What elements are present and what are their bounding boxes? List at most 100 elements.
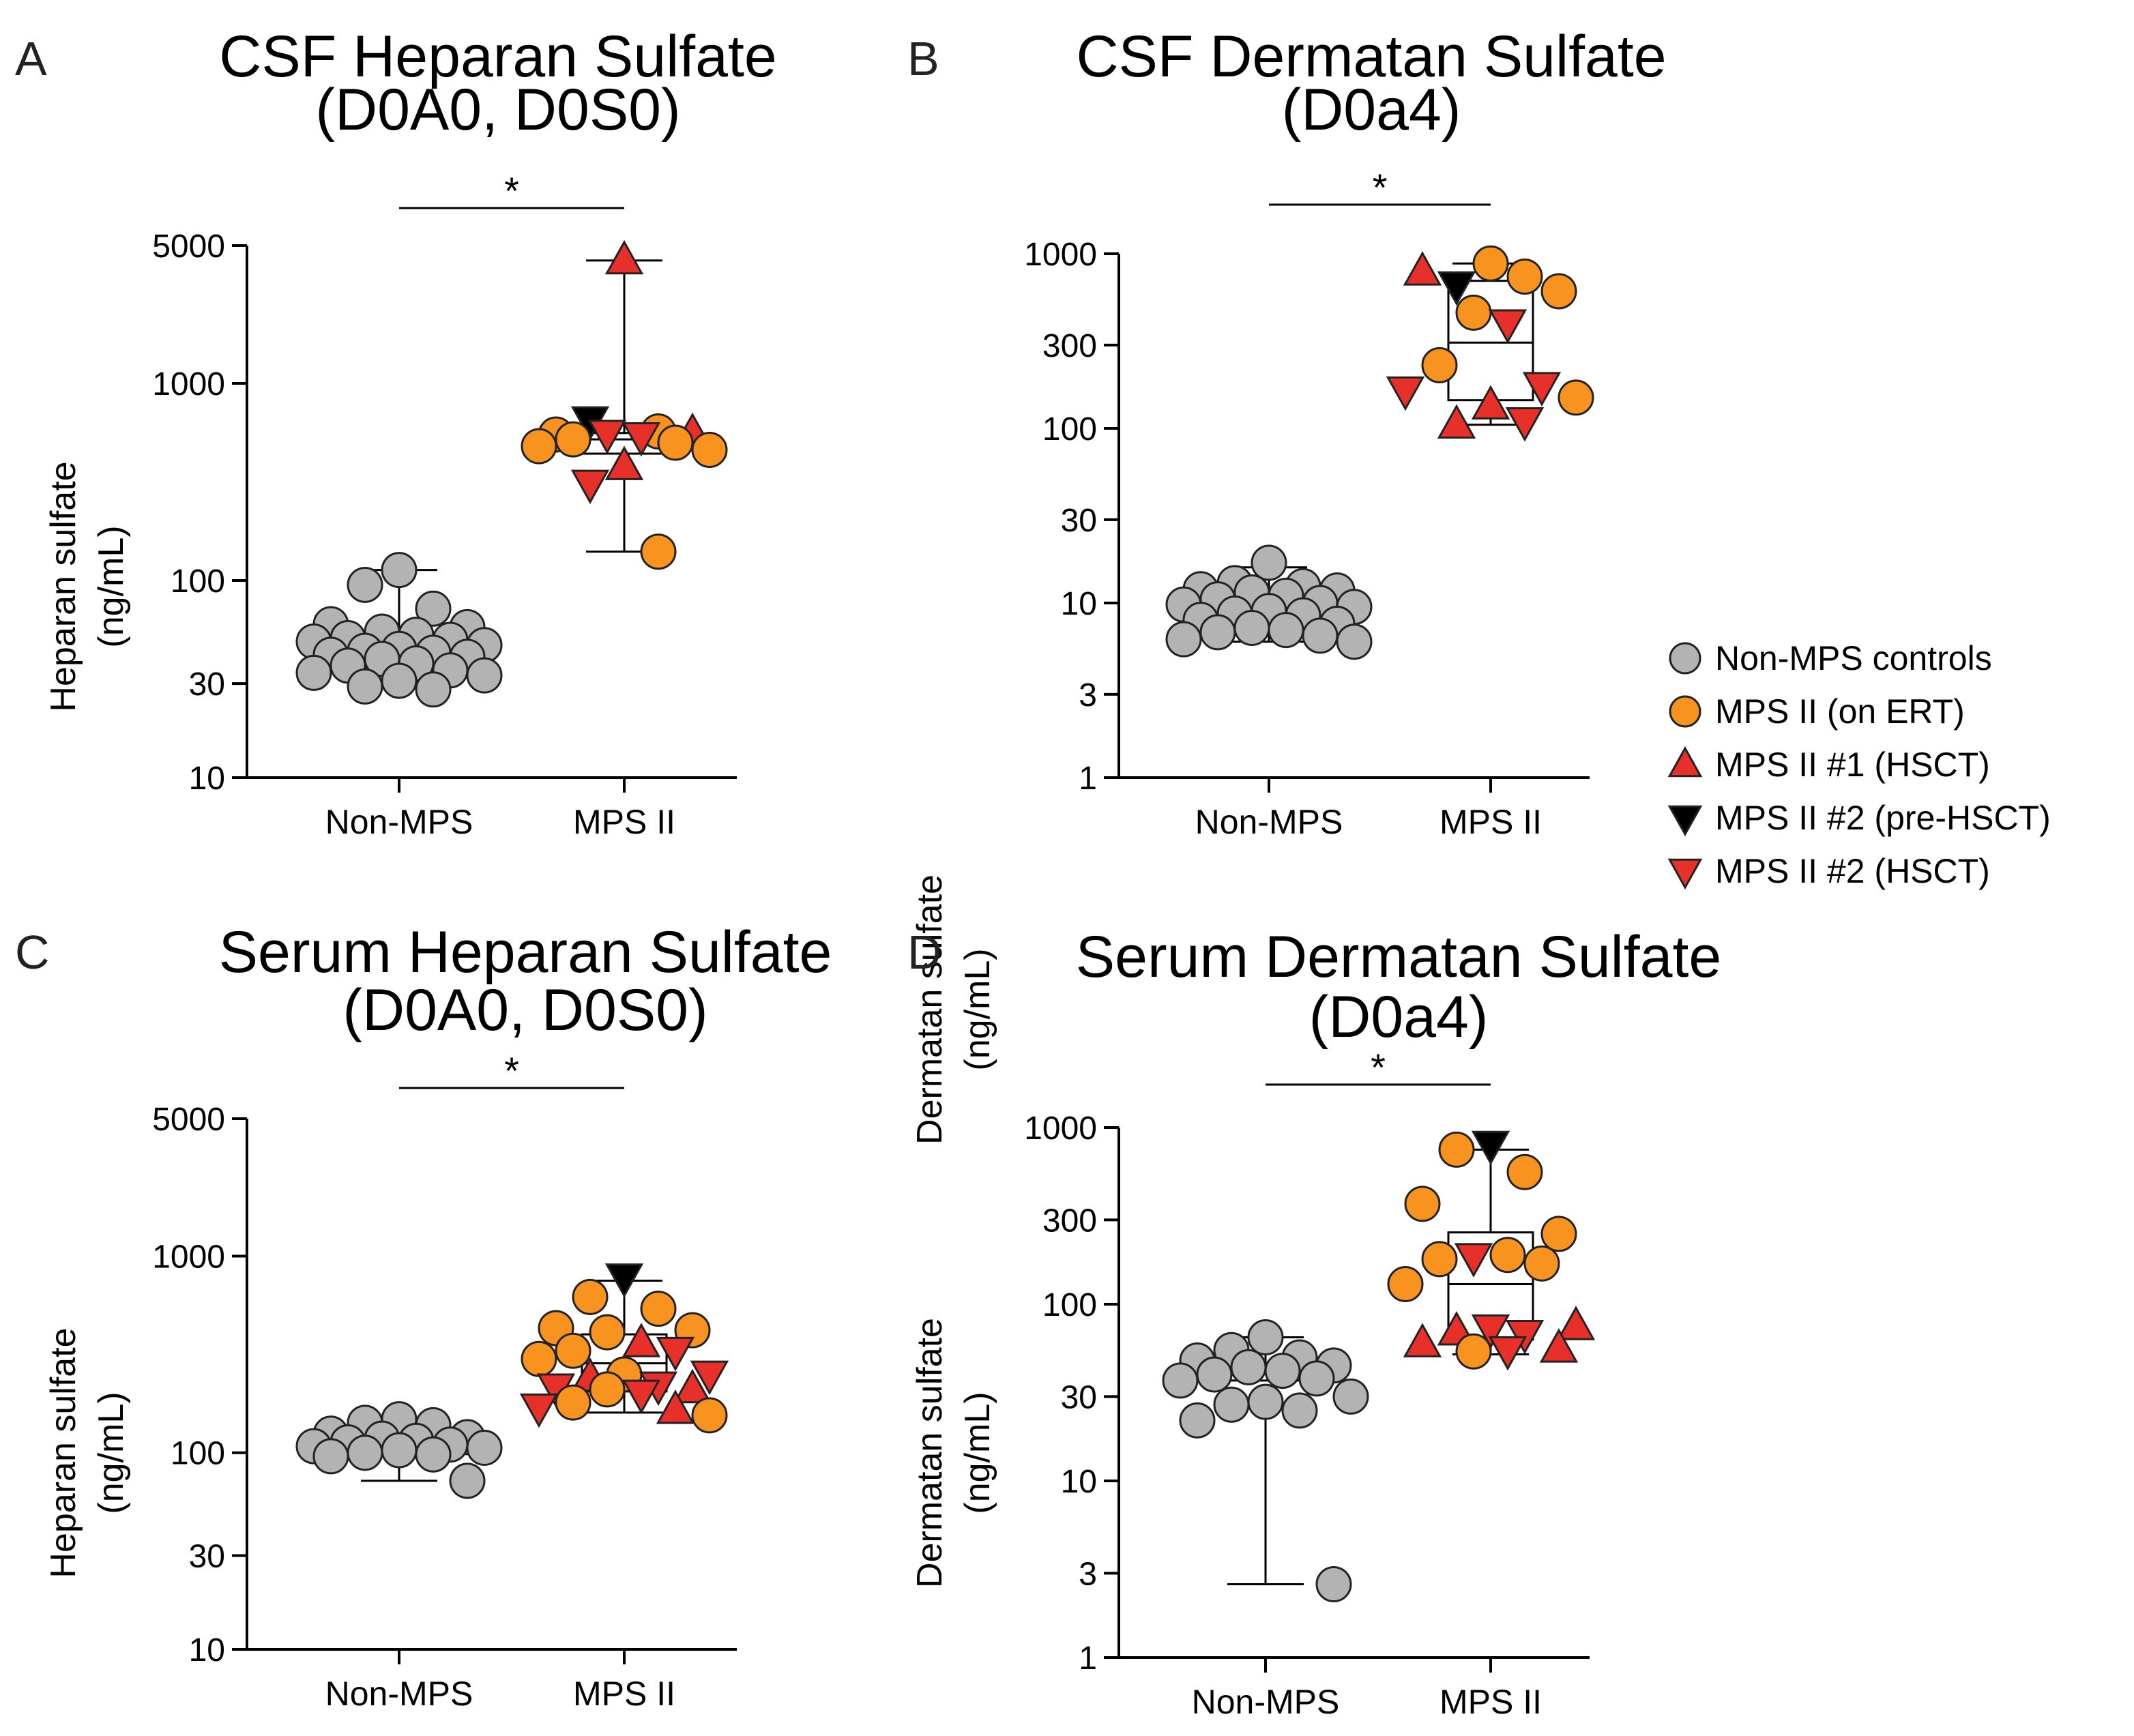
significance-star: * [1373, 166, 1388, 209]
data-point [347, 566, 383, 603]
y-tick-label: 1000 [1024, 1110, 1097, 1147]
y-tick-label: 100 [171, 1436, 225, 1472]
data-point [1404, 1186, 1441, 1222]
data-point [1540, 273, 1577, 310]
y-tick-label: 30 [189, 1538, 225, 1574]
data-point [519, 1393, 559, 1428]
y-axis-label: Heparan sulfate (ng/mL) [44, 1327, 131, 1578]
data-point [466, 657, 503, 694]
data-point [1268, 612, 1304, 649]
data-point [1247, 1383, 1284, 1420]
data-point [1455, 294, 1492, 331]
data-point [1522, 372, 1562, 407]
data-point [622, 422, 661, 457]
data-point [449, 1462, 486, 1499]
y-tick-label: 1000 [152, 366, 225, 402]
y-tick-label: 30 [1061, 503, 1097, 539]
data-point [673, 1368, 712, 1404]
data-point [604, 1263, 644, 1298]
data-point [1438, 1131, 1475, 1168]
data-point [1162, 1362, 1199, 1399]
data-point [1471, 1314, 1510, 1349]
y-axis-label: Dermatan sulfate (ng/mL) [910, 874, 997, 1145]
y-tick-label: 10 [189, 761, 225, 797]
data-point [1281, 1392, 1318, 1429]
data-point [1199, 614, 1236, 651]
data-point [1556, 1306, 1596, 1340]
data-point [295, 654, 332, 691]
data-point [622, 1379, 661, 1415]
chart-title: CSF Heparan Sulfate [219, 24, 776, 89]
data-point [1455, 1333, 1492, 1370]
data-point [347, 1435, 383, 1471]
y-tick-label: 100 [171, 563, 225, 600]
y-tick-label: 3 [1079, 677, 1097, 713]
panel-letter: A [15, 32, 47, 85]
data-point [521, 1340, 557, 1377]
data-point [1213, 1386, 1250, 1423]
box-plot [581, 259, 668, 553]
data-point [1506, 1153, 1543, 1190]
significance-star: * [504, 169, 519, 212]
data-point [1230, 1349, 1267, 1385]
data-point [1403, 251, 1442, 286]
data-point [656, 1336, 695, 1372]
data-point [1403, 1323, 1442, 1357]
legend-label: Non-MPS controls [1715, 639, 1992, 677]
data-point [1386, 376, 1425, 411]
data-point [657, 424, 694, 461]
data-point [415, 671, 452, 708]
chart-subtitle: (D0A0, D0S0) [315, 77, 680, 143]
y-axis-label: Dermatan sulfate (ng/mL) [910, 1318, 997, 1588]
data-point [1264, 1353, 1301, 1389]
y-tick-label: 30 [189, 666, 225, 703]
data-point [381, 552, 418, 589]
y-axis-label-line2: (ng/mL) [958, 948, 997, 1070]
legend-label: MPS II (on ERT) [1715, 692, 1965, 731]
data-point [570, 469, 610, 505]
data-point [1196, 1356, 1233, 1393]
y-tick-label: 1 [1079, 761, 1097, 797]
x-tick-label: Non-MPS [1192, 1683, 1340, 1721]
y-tick-label: 1000 [152, 1239, 225, 1275]
x-tick-label: Non-MPS [325, 803, 473, 841]
data-point [1558, 379, 1594, 416]
data-point [1505, 407, 1545, 442]
data-point [521, 428, 557, 465]
x-tick-label: Non-MPS [1195, 803, 1343, 841]
legend-marker [1669, 642, 1701, 675]
data-point [690, 1360, 729, 1396]
y-tick-label: 300 [1042, 328, 1097, 364]
y-tick-label: 100 [1042, 411, 1097, 447]
legend-label: MPS II #2 (pre-HSCT) [1715, 799, 2051, 837]
data-point [555, 421, 591, 458]
panel-letter: B [907, 32, 939, 85]
y-tick-label: 3 [1079, 1556, 1097, 1592]
significance-star: * [504, 1049, 519, 1092]
data-point [1488, 1336, 1528, 1371]
data-point [347, 668, 383, 705]
legend-label: MPS II #1 (HSCT) [1715, 746, 1990, 784]
y-tick-label: 5000 [152, 1102, 225, 1138]
chart-title: Serum Dermatan Sulfate [1076, 924, 1721, 990]
data-point [1523, 1245, 1560, 1282]
data-point [587, 420, 627, 454]
y-tick-label: 100 [1042, 1287, 1097, 1323]
data-point [1471, 385, 1510, 420]
data-point [604, 445, 644, 480]
data-point [604, 239, 644, 275]
data-point [1251, 544, 1287, 581]
data-point [1315, 1566, 1352, 1603]
data-point [589, 1314, 626, 1351]
data-point [555, 1384, 591, 1421]
data-point [589, 1371, 626, 1408]
data-point [381, 662, 418, 699]
data-point [1421, 1241, 1458, 1278]
data-point [1471, 1130, 1510, 1166]
data-point [415, 590, 452, 627]
data-point [1437, 271, 1476, 306]
data-point [1540, 1216, 1577, 1252]
legend-marker [1667, 858, 1703, 890]
legend-item-ctrl: Non-MPS controls [1669, 639, 1992, 677]
data-point [1332, 1378, 1369, 1415]
